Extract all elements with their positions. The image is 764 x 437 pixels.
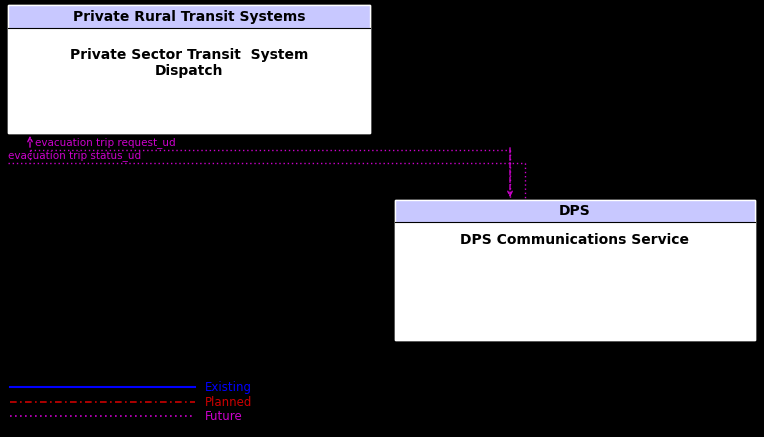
Text: DPS: DPS [559, 204, 591, 218]
Text: evacuation trip status_ud: evacuation trip status_ud [8, 150, 141, 161]
Text: Private Rural Transit Systems: Private Rural Transit Systems [73, 10, 306, 24]
Text: evacuation trip request_ud: evacuation trip request_ud [35, 137, 176, 148]
Text: Planned: Planned [205, 395, 252, 409]
Text: DPS Communications Service: DPS Communications Service [461, 233, 689, 247]
Bar [8, 5, 370, 133]
Bar [395, 200, 755, 222]
Bar [395, 200, 755, 340]
Bar [8, 5, 370, 28]
Text: Future: Future [205, 409, 243, 423]
Bar [8, 5, 370, 133]
Text: Private Sector Transit  System
Dispatch: Private Sector Transit System Dispatch [70, 48, 308, 78]
Text: Existing: Existing [205, 381, 252, 393]
Bar [395, 200, 755, 340]
